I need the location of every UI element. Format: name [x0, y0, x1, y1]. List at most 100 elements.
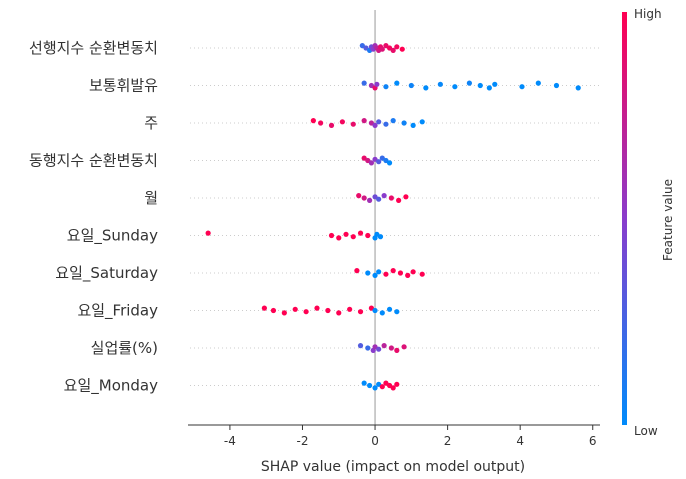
data-point: [336, 235, 342, 241]
data-point: [386, 160, 393, 166]
data-point: [376, 159, 382, 165]
data-point: [347, 306, 353, 312]
feature-label: 요일_Monday: [64, 377, 158, 396]
data-point: [390, 385, 396, 391]
data-point: [339, 119, 345, 125]
data-point: [383, 121, 389, 127]
data-point: [535, 80, 541, 86]
data-point: [386, 306, 393, 312]
feature-label: 선행지수 순환변동치: [29, 39, 158, 57]
data-point: [365, 270, 371, 276]
data-point: [205, 230, 211, 236]
data-point: [486, 85, 492, 91]
x-tick-label: -2: [296, 434, 308, 448]
data-point: [261, 305, 267, 311]
data-point: [394, 44, 400, 50]
feature-label: 실업률(%): [91, 339, 158, 357]
data-point: [367, 382, 373, 389]
data-point: [365, 232, 371, 239]
data-point: [381, 193, 387, 199]
feature-label: 동행지수 순환변동치: [29, 152, 158, 170]
data-point: [367, 197, 373, 203]
data-points: [205, 43, 581, 391]
data-point: [343, 231, 349, 237]
data-point: [361, 80, 367, 86]
data-point: [372, 122, 378, 128]
data-point: [399, 46, 405, 52]
data-point: [372, 307, 378, 314]
data-point: [361, 380, 367, 386]
colorbar-high-label: High: [634, 7, 662, 21]
data-point: [376, 196, 382, 202]
data-point: [281, 310, 287, 316]
data-point: [270, 307, 277, 314]
data-point: [361, 195, 367, 201]
data-point: [328, 232, 335, 239]
data-point: [437, 81, 443, 87]
data-point: [401, 120, 407, 126]
feature-label: 월: [144, 189, 158, 207]
data-point: [292, 306, 298, 312]
data-point: [354, 268, 360, 274]
data-point: [318, 120, 324, 126]
data-point: [374, 81, 380, 87]
data-point: [396, 197, 402, 203]
feature-label: 요일_Friday: [77, 302, 158, 321]
colorbar-title: Feature value: [661, 179, 675, 261]
data-point: [357, 230, 364, 236]
data-point: [314, 305, 320, 311]
data-point: [390, 47, 396, 54]
data-point: [361, 118, 367, 124]
x-axis-label: SHAP value (impact on model output): [261, 459, 525, 475]
data-point: [383, 84, 389, 90]
x-tick-label: 0: [371, 434, 379, 448]
x-tick-label: 4: [516, 434, 524, 448]
data-point: [452, 84, 458, 90]
data-point: [419, 271, 425, 277]
x-axis-ticks: -4 -2 0 2 4 6: [224, 425, 597, 448]
data-point: [379, 46, 385, 52]
data-point: [303, 309, 309, 315]
data-point: [394, 309, 400, 315]
data-point: [405, 272, 411, 278]
data-point: [310, 118, 316, 124]
data-point: [376, 269, 382, 275]
data-point: [410, 269, 416, 275]
feature-label: 요일_Sunday: [67, 227, 158, 246]
data-point: [372, 272, 378, 278]
feature-guide-lines: [190, 47, 600, 386]
data-point: [519, 84, 525, 90]
data-point: [390, 118, 396, 124]
colorbar-low-label: Low: [634, 424, 658, 438]
feature-label: 보통휘발유: [89, 77, 158, 95]
data-point: [394, 381, 400, 387]
data-point: [394, 80, 400, 86]
data-point: [356, 193, 362, 199]
data-point: [575, 85, 581, 91]
data-point: [357, 309, 364, 315]
data-point: [357, 343, 364, 349]
data-point: [553, 82, 560, 89]
data-point: [466, 80, 472, 86]
data-point: [328, 122, 335, 128]
data-point: [325, 307, 331, 314]
data-point: [388, 195, 394, 201]
data-point: [379, 310, 385, 316]
data-point: [492, 81, 498, 87]
data-point: [365, 345, 371, 351]
data-point: [410, 122, 416, 128]
data-point: [372, 385, 378, 391]
data-point: [379, 384, 385, 390]
x-tick-label: 2: [444, 434, 452, 448]
feature-label: 주: [144, 114, 158, 132]
data-point: [408, 82, 414, 89]
data-point: [336, 310, 342, 316]
data-point: [383, 271, 389, 277]
data-point: [388, 345, 394, 351]
data-point: [477, 82, 483, 89]
data-point: [401, 344, 407, 350]
data-point: [368, 160, 375, 166]
feature-label: 요일_Saturday: [55, 264, 158, 283]
